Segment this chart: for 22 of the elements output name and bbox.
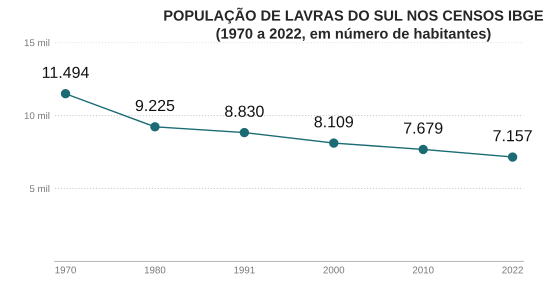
data-label: 9.225 <box>136 100 174 112</box>
chart-title: POPULAÇÃO DE LAVRAS DO SUL NOS CENSOS IBGE (1970 a 2022, em número de habitantes) <box>164 8 544 42</box>
x-tick-label: 2010 <box>412 266 434 274</box>
x-tick-label: 1980 <box>144 266 166 274</box>
data-label: 7.157 <box>493 130 532 142</box>
x-tick-label: 2022 <box>502 266 523 274</box>
point <box>418 144 428 154</box>
point <box>329 138 338 148</box>
point <box>240 128 250 138</box>
data-label: 7.679 <box>404 122 442 134</box>
point <box>60 89 70 98</box>
x-tick-label: 1991 <box>234 266 255 274</box>
y-tick-label: 10 mil <box>24 112 50 120</box>
data-label: 11.494 <box>42 66 89 78</box>
point <box>150 122 160 132</box>
data-label: 8.830 <box>225 106 264 117</box>
y-tick-label: 5 mil <box>30 184 50 192</box>
x-tick-label: 2000 <box>323 266 344 274</box>
x-tick-label: 1970 <box>55 266 76 274</box>
point <box>508 152 518 162</box>
data-label: 8.109 <box>314 116 354 128</box>
y-tick-label: 15 mil <box>24 39 50 46</box>
